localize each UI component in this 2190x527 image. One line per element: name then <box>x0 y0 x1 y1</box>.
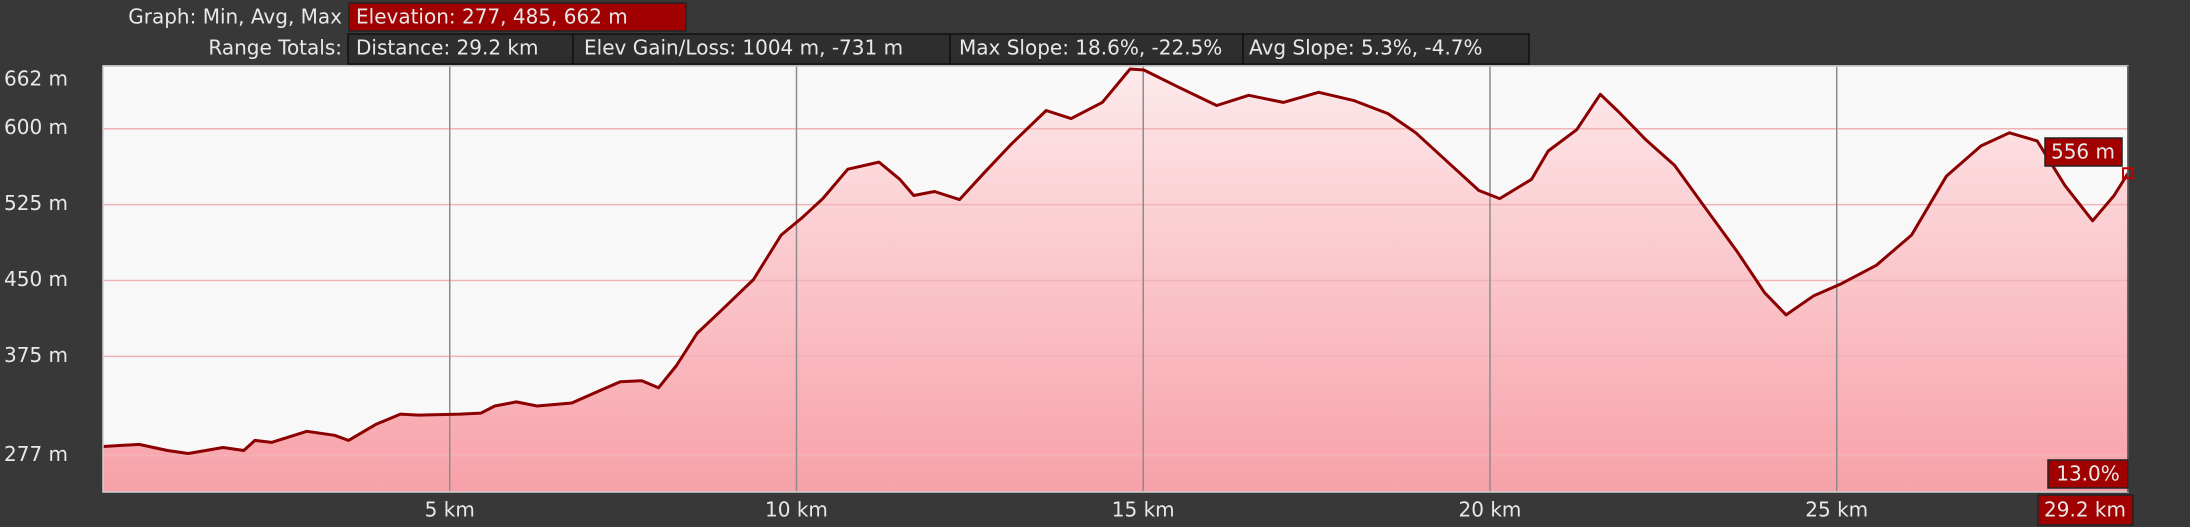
y-tick-label: 662 m <box>4 67 68 91</box>
distance-box <box>347 33 574 65</box>
cursor-elevation: 556 m <box>2051 140 2115 164</box>
x-tick-label: 25 km <box>1805 498 1868 522</box>
cursor-dist-box <box>2037 494 2134 526</box>
y-tick-label: 600 m <box>4 115 68 139</box>
y-tick-label: 525 m <box>4 191 68 215</box>
elevation-box <box>348 2 687 32</box>
graph-label: Graph: Min, Avg, Max <box>128 5 342 29</box>
y-tick-label: 375 m <box>4 343 68 367</box>
cursor-slope-box <box>2047 459 2129 489</box>
max-slope: Max Slope: 18.6%, -22.5% <box>959 36 1222 60</box>
elevation-line <box>102 67 2130 455</box>
elevation-stats: Elevation: 277, 485, 662 m <box>356 5 628 29</box>
gain-loss-box <box>572 33 951 65</box>
x-tick-label: 5 km <box>425 498 475 522</box>
cursor-slope: 13.0% <box>2056 462 2120 486</box>
avg-slope-box <box>1242 33 1530 65</box>
x-tick-label: 15 km <box>1112 498 1175 522</box>
cursor-elev-box <box>2044 137 2123 167</box>
x-tick-label: 20 km <box>1459 498 1522 522</box>
cursor-distance: 29.2 km <box>2044 498 2126 522</box>
y-tick-label: 277 m <box>4 442 68 466</box>
avg-slope: Avg Slope: 5.3%, -4.7% <box>1249 36 1483 60</box>
range-label: Range Totals: <box>208 36 342 60</box>
cursor-marker <box>2122 167 2134 180</box>
plot: 556 m 13.0% <box>102 65 2134 493</box>
gain-loss: Elev Gain/Loss: 1004 m, -731 m <box>584 36 903 60</box>
x-tick-label: 10 km <box>765 498 828 522</box>
header: Graph: Min, Avg, Max Elevation: 277, 485… <box>128 2 1530 65</box>
distance: Distance: 29.2 km <box>356 36 539 60</box>
y-tick-label: 450 m <box>4 267 68 291</box>
